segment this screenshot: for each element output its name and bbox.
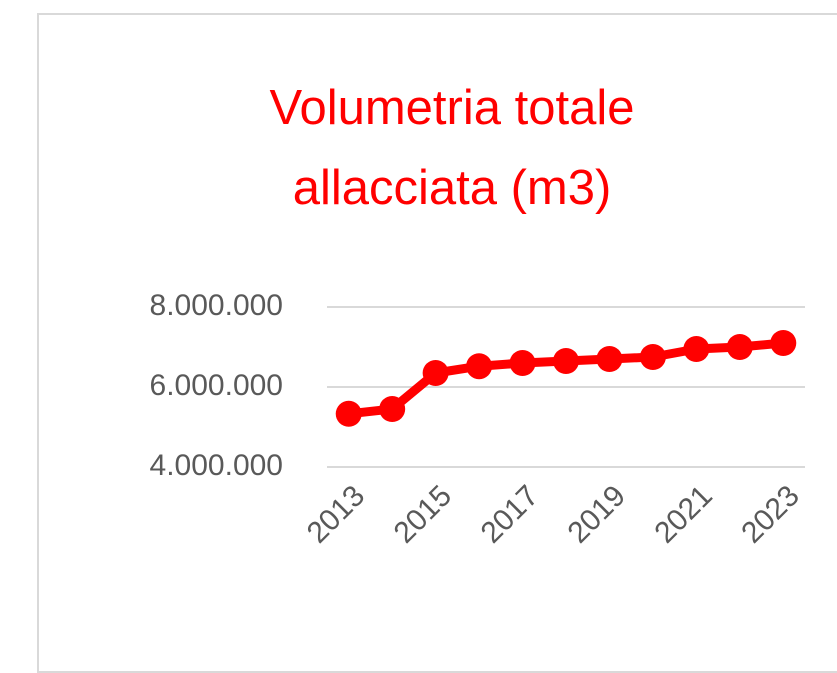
marker xyxy=(639,344,666,370)
marker xyxy=(335,400,362,427)
marker xyxy=(379,396,406,422)
x-tick-label: 2023 xyxy=(735,479,806,550)
marker xyxy=(683,336,710,362)
x-tick-label: 2017 xyxy=(475,479,546,550)
page: {"chart_data": {"type": "line", "title":… xyxy=(37,13,837,673)
y-tick-label: 8.000.000 xyxy=(150,289,283,322)
marker xyxy=(553,348,579,374)
y-tick-label: 6.000.000 xyxy=(150,369,283,402)
chart-title: Volumetria totale allacciata (m3) xyxy=(269,81,635,215)
x-tick-label: 2021 xyxy=(648,479,719,550)
x-tick-label: 2019 xyxy=(561,479,632,550)
marker xyxy=(466,353,493,380)
marker xyxy=(596,346,623,372)
marker xyxy=(422,360,449,386)
x-tick-label: 2013 xyxy=(301,479,372,550)
x-tick-label: 2015 xyxy=(388,479,459,550)
marker xyxy=(770,330,797,356)
marker xyxy=(726,334,753,360)
y-tick-label: 4.000.000 xyxy=(150,449,283,482)
marker xyxy=(509,350,536,376)
